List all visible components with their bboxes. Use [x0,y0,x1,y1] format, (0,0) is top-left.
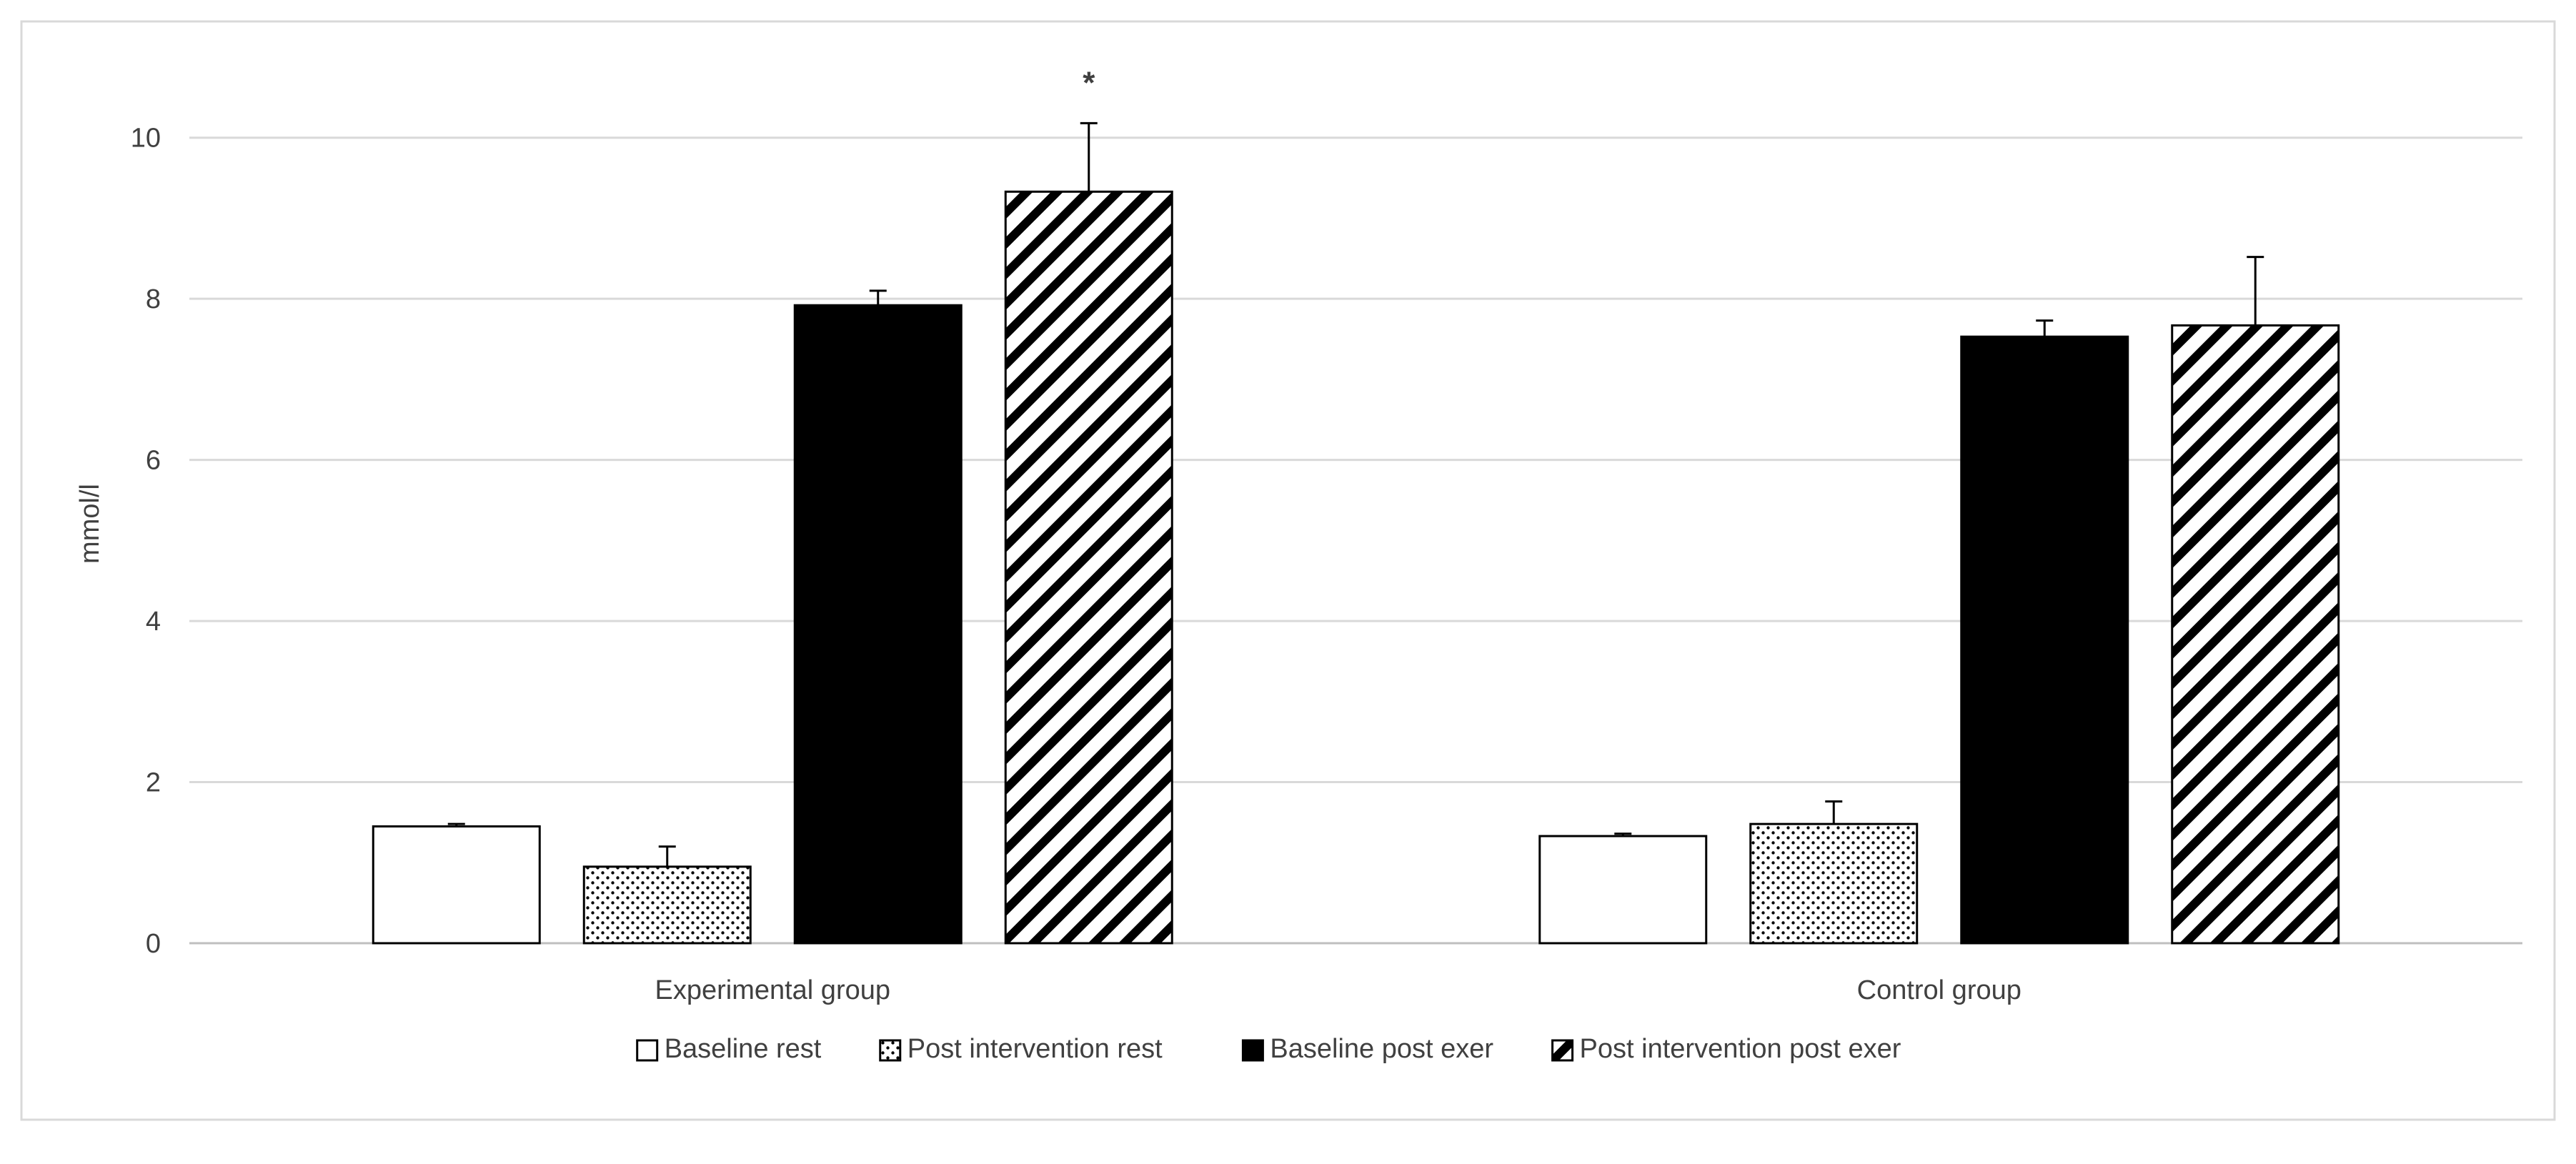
legend-label: Baseline rest [665,1034,822,1064]
y-tick-label: 2 [146,768,161,798]
category-labels: Experimental group Control group [655,975,2021,1005]
y-tick-labels: 0 2 4 6 8 10 [131,124,161,959]
error-bars [447,121,2264,867]
legend: Baseline rest Post intervention rest Basel… [636,1034,1901,1064]
legend-swatch [879,1039,902,1062]
bar [793,304,963,945]
gridlines [189,136,2522,945]
bar [1004,190,1173,945]
y-tick-label: 6 [146,446,161,476]
legend-swatch [1241,1039,1264,1062]
legend-swatch [1551,1039,1574,1062]
bars [372,190,2340,945]
legend-label: Baseline post exer [1270,1034,1493,1064]
bar [372,825,541,945]
y-tick-label: 10 [131,124,161,154]
annotations: * [1083,65,1095,100]
y-tick-label: 4 [146,607,161,637]
bar [1749,822,1919,945]
legend-label: Post intervention rest [907,1034,1163,1064]
category-label: Experimental group [655,975,890,1005]
y-axis-label: mmol/l [75,484,105,564]
y-tick-label: 0 [146,929,161,959]
bar [1960,335,2129,945]
y-tick-label: 8 [146,284,161,314]
bar [1538,835,1708,945]
category-label: Control group [1857,975,2021,1005]
legend-swatch [636,1039,659,1062]
significance-marker: * [1083,65,1095,100]
legend-label: Post intervention post exer [1580,1034,1901,1064]
bar [2171,324,2340,945]
bar [582,865,752,945]
